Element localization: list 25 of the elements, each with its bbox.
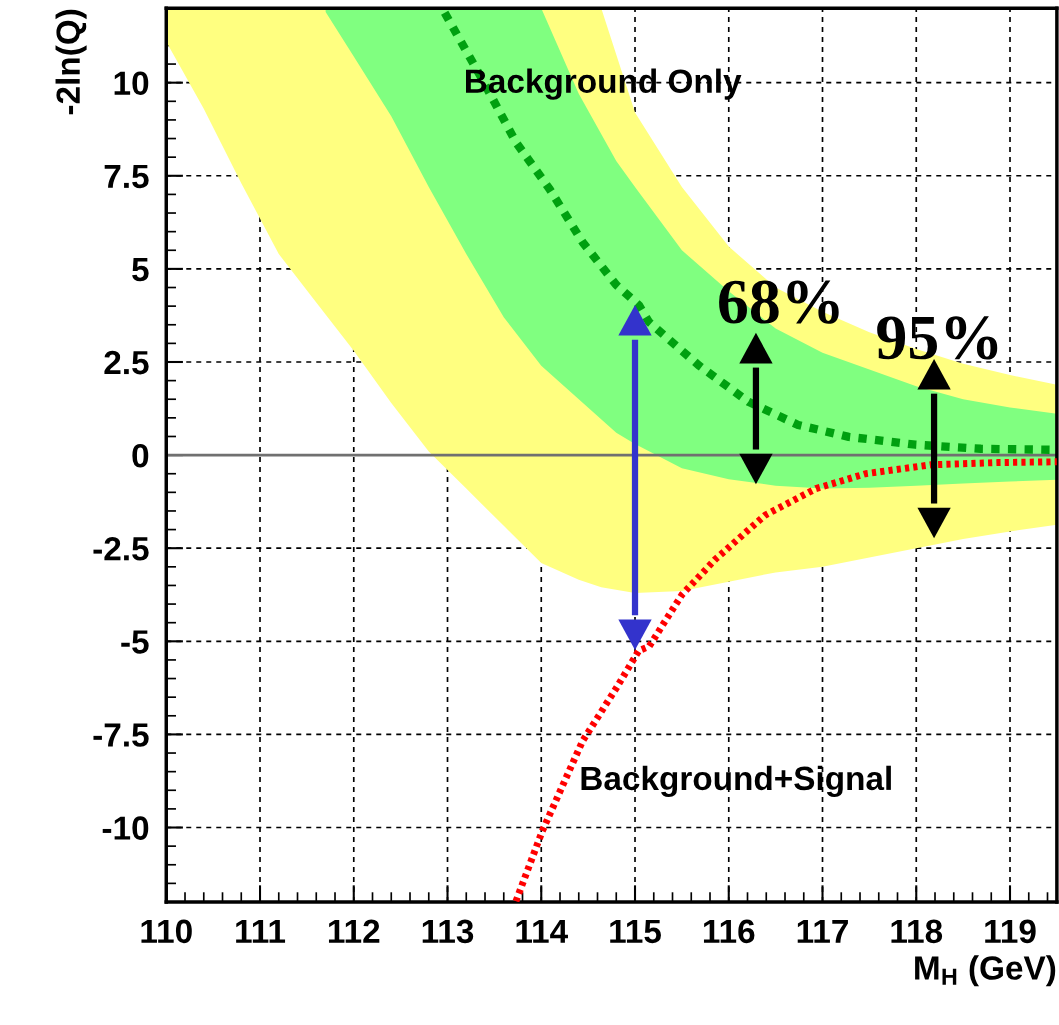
annotation: 95% [877, 316, 998, 360]
y-tick-label: 5 [132, 258, 149, 282]
x-tick-label: 113 [422, 919, 474, 944]
x-tick-label: 119 [985, 919, 1036, 944]
x-tick-label: 112 [328, 919, 380, 943]
y-tick-label: -2.5 [93, 537, 149, 561]
x-tick-label: 115 [610, 919, 661, 944]
x-axis-title: M$_{H}$ (GeV) [915, 955, 1056, 987]
x-tick-label: 116 [703, 919, 755, 944]
annotation: 68% [719, 280, 839, 324]
y-tick-label: 10 [114, 71, 149, 96]
x-tick-label: 110 [141, 919, 192, 944]
y-tick-label: 0 [132, 443, 149, 468]
y-tick-label: 2.5 [104, 350, 149, 375]
x-tick-label: 118 [891, 919, 943, 944]
y-tick-label: -5 [121, 630, 149, 654]
annotation: Background Only [466, 68, 742, 100]
x-tick-label: 117 [797, 919, 848, 943]
y-axis-title: -2ln(Q) [55, 9, 87, 115]
x-tick-label: 114 [516, 919, 568, 943]
x-tick-label: 111 [236, 919, 286, 943]
y-tick-label: -10 [102, 816, 149, 840]
y-tick-label: -7.5 [93, 723, 149, 747]
annotation: Background+Signal [581, 765, 891, 797]
y-tick-label: 7.5 [104, 164, 149, 189]
